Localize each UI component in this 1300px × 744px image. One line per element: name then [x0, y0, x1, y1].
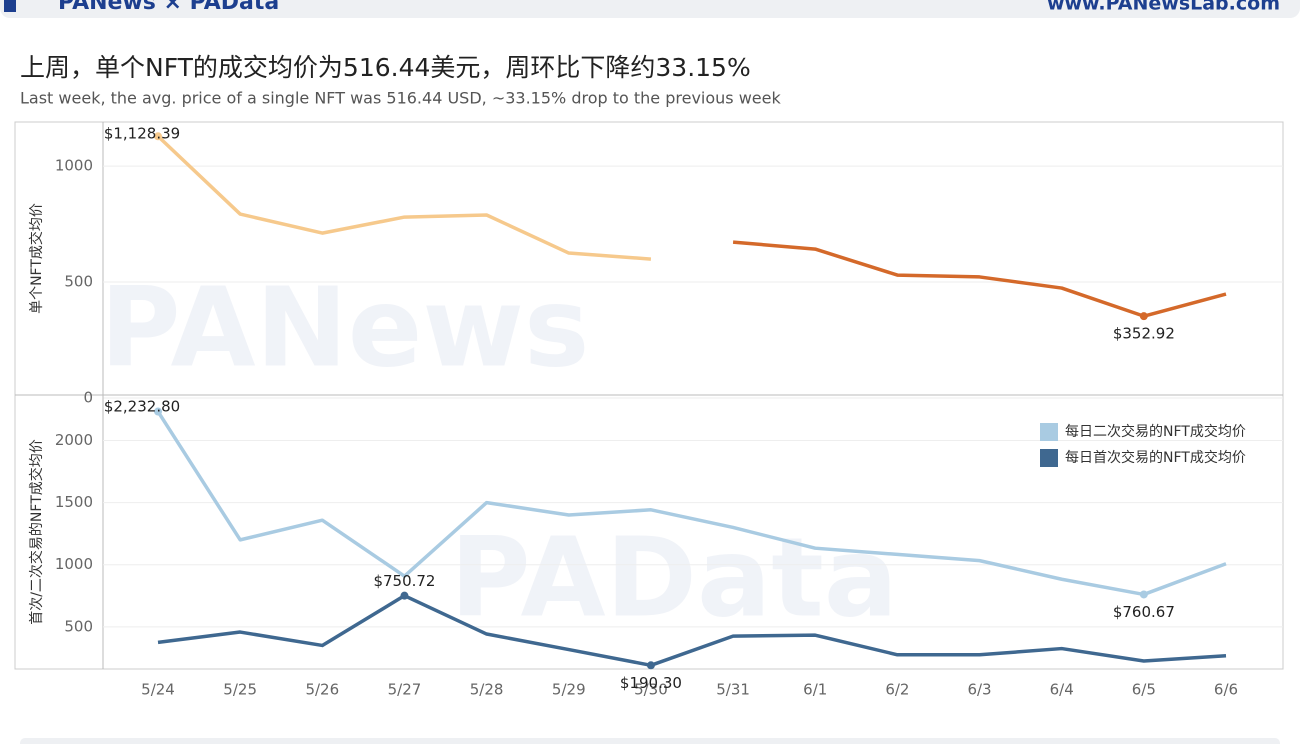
data-label: $2,232.80 — [104, 398, 180, 416]
watermark: PANews — [100, 263, 589, 391]
x-tick-label: 5/30 — [634, 681, 668, 699]
x-tick-label: 5/27 — [388, 681, 422, 699]
logo-mark — [4, 0, 16, 12]
x-tick-label: 6/1 — [803, 681, 827, 699]
point — [1139, 590, 1148, 599]
x-tick-label: 6/3 — [967, 681, 991, 699]
line-series — [157, 593, 1227, 668]
x-tick-label: 6/4 — [1050, 681, 1074, 699]
x-tick-label: 5/29 — [552, 681, 586, 699]
y-axis-title: 单个NFT成交均价 — [28, 203, 45, 314]
data-label: $1,128.39 — [104, 125, 180, 143]
point — [154, 132, 162, 141]
y-tick-label: 1000 — [55, 157, 93, 175]
data-label: $352.92 — [1113, 325, 1175, 343]
y-tick-label: 2000 — [55, 431, 93, 449]
legend-label: 每日二次交易的NFT成交均价 — [1065, 423, 1246, 440]
data-label: $190.30 — [620, 674, 682, 692]
point — [400, 591, 409, 600]
y-axis-title: 首次/二次交易的NFT成交均价 — [28, 439, 45, 625]
watermark: PAData — [450, 513, 898, 641]
x-tick-label: 6/2 — [885, 681, 909, 699]
y-tick-label: 500 — [64, 617, 93, 635]
y-tick-label: 1500 — [55, 493, 93, 511]
subtitle: Last week, the avg. price of a single NF… — [20, 89, 781, 108]
data-label: $760.67 — [1113, 603, 1175, 621]
legend-swatch — [1040, 449, 1058, 467]
x-tick-label: 5/24 — [141, 681, 175, 699]
line-series — [732, 240, 1227, 318]
y-tick-label: 500 — [64, 273, 93, 291]
y-tick-label: 0 — [83, 389, 93, 407]
data-label: $750.72 — [373, 572, 435, 590]
y-tick-label: 1000 — [55, 555, 93, 573]
line-series — [156, 410, 1227, 597]
point — [646, 661, 655, 670]
legend-label: 每日首次交易的NFT成交均价 — [1065, 449, 1246, 466]
x-tick-label: 6/5 — [1132, 681, 1156, 699]
line-series — [156, 135, 652, 261]
header-bar — [0, 0, 1300, 18]
brand: PANews × PAData — [58, 0, 279, 15]
x-tick-label: 5/31 — [716, 681, 750, 699]
point — [1139, 312, 1148, 321]
x-tick-label: 5/28 — [470, 681, 504, 699]
legend-swatch — [1040, 423, 1058, 441]
x-tick-label: 5/25 — [223, 681, 257, 699]
x-tick-label: 6/6 — [1214, 681, 1238, 699]
point — [154, 407, 162, 416]
site: www.PANewsLab.com — [1047, 0, 1280, 15]
title: 上周，单个NFT的成交均价为516.44美元，周环比下降约33.15% — [20, 53, 751, 82]
x-tick-label: 5/26 — [305, 681, 339, 699]
footer-bar — [20, 738, 1280, 744]
